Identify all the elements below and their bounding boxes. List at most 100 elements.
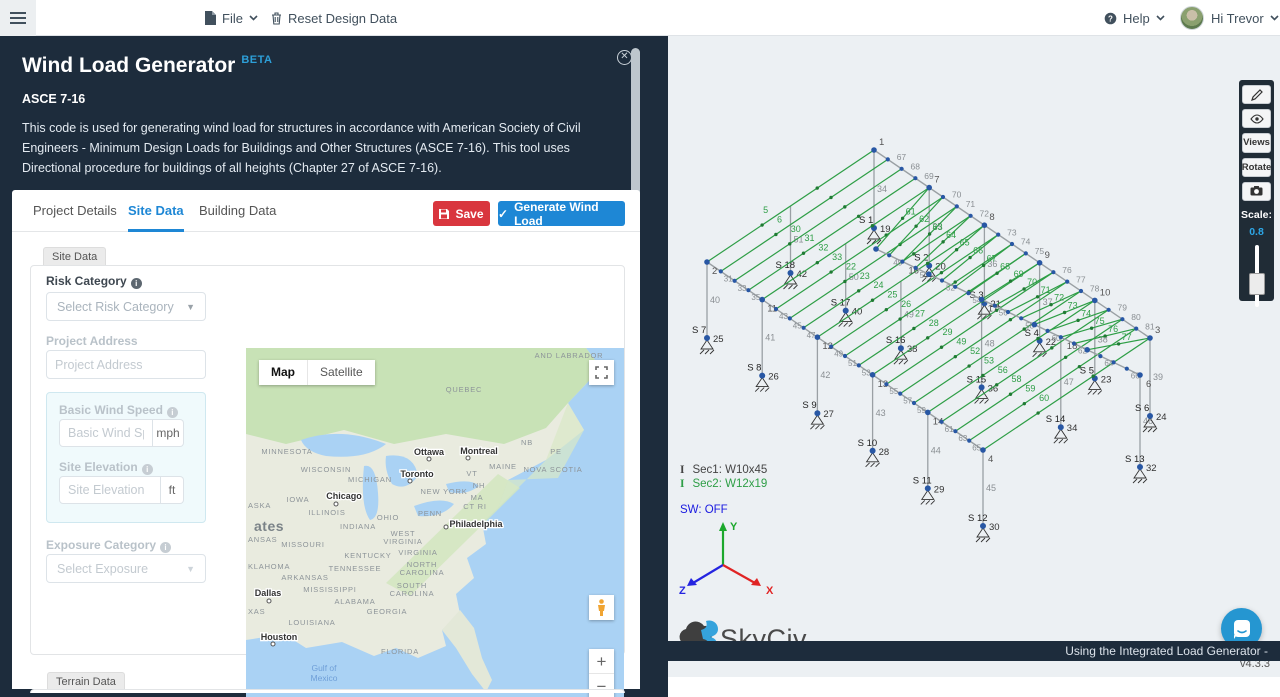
svg-text:S 6: S 6 xyxy=(1135,403,1149,414)
svg-text:68: 68 xyxy=(1000,261,1010,271)
scale-slider-thumb[interactable] xyxy=(1248,272,1265,295)
svg-text:VIRGINIA: VIRGINIA xyxy=(398,548,437,557)
reset-design-data-button[interactable]: Reset Design Data xyxy=(271,0,397,36)
svg-text:Gulf of: Gulf of xyxy=(311,663,337,673)
svg-text:36: 36 xyxy=(987,259,997,269)
svg-text:76: 76 xyxy=(1108,324,1118,334)
map-type-satellite-button[interactable]: Satellite xyxy=(307,360,375,385)
info-icon[interactable]: i xyxy=(141,464,153,475)
tab-site-data[interactable]: Site Data xyxy=(128,190,184,232)
user-menu[interactable]: Hi Trevor xyxy=(1211,0,1279,36)
svg-text:Z: Z xyxy=(679,585,686,597)
site-elevation-input[interactable] xyxy=(59,476,161,504)
svg-text:GEORGIA: GEORGIA xyxy=(367,607,408,616)
tab-building-data[interactable]: Building Data xyxy=(199,203,277,218)
svg-text:ASKA: ASKA xyxy=(248,501,271,510)
hamburger-menu-button[interactable] xyxy=(0,0,36,36)
exposure-select[interactable]: Select Exposure ▼ xyxy=(46,554,206,583)
modal-scrollbar[interactable] xyxy=(631,48,640,298)
file-menu-label: File xyxy=(222,10,243,26)
svg-text:74: 74 xyxy=(1021,237,1031,247)
svg-text:14: 14 xyxy=(933,416,944,427)
svg-text:24: 24 xyxy=(874,280,884,290)
svg-text:77: 77 xyxy=(1076,274,1086,284)
svg-text:XAS: XAS xyxy=(248,607,265,616)
svg-text:81: 81 xyxy=(1145,321,1155,331)
scale-slider[interactable] xyxy=(1248,244,1265,307)
axes-triad: Y Z X xyxy=(679,521,774,597)
svg-text:3: 3 xyxy=(1155,325,1160,336)
rotate-button[interactable]: Rotate xyxy=(1242,157,1271,177)
check-icon: ✓ xyxy=(498,206,509,221)
svg-text:39: 39 xyxy=(1153,372,1163,382)
info-icon[interactable]: i xyxy=(166,407,178,418)
generate-wind-load-button[interactable]: ✓ Generate Wind Load xyxy=(498,200,625,228)
svg-text:76: 76 xyxy=(1062,265,1072,275)
svg-text:49: 49 xyxy=(904,310,914,320)
svg-text:50: 50 xyxy=(849,272,859,282)
svg-text:62: 62 xyxy=(919,214,929,224)
svg-text:Toronto: Toronto xyxy=(400,469,434,479)
svg-text:40: 40 xyxy=(710,295,720,305)
wind-speed-unit: mph xyxy=(153,419,184,447)
risk-category-label: Risk Category i xyxy=(46,274,142,289)
svg-text:8: 8 xyxy=(989,212,994,223)
svg-text:42: 42 xyxy=(820,370,830,380)
svg-text:18: 18 xyxy=(1067,341,1078,352)
project-address-input[interactable] xyxy=(46,350,206,379)
svg-text:S 10: S 10 xyxy=(858,438,878,449)
zoom-in-button[interactable]: + xyxy=(589,649,614,674)
svg-text:S 9: S 9 xyxy=(802,400,816,411)
svg-text:30: 30 xyxy=(989,522,1000,533)
info-icon[interactable]: i xyxy=(130,278,142,289)
svg-text:49: 49 xyxy=(956,337,966,347)
map-fullscreen-button[interactable] xyxy=(589,360,614,385)
svg-text:S 4: S 4 xyxy=(1025,328,1039,339)
exposure-category-label: Exposure Category i xyxy=(46,538,172,553)
screenshot-button[interactable] xyxy=(1242,181,1271,201)
chevron-down-icon xyxy=(249,15,258,21)
trash-icon xyxy=(272,11,281,25)
svg-text:NOVA SCOTIA: NOVA SCOTIA xyxy=(523,465,582,474)
help-menu[interactable]: ? Help xyxy=(1104,0,1165,36)
map-type-map-button[interactable]: Map xyxy=(271,365,295,379)
model-viewport[interactable]: 51S 184250S 174049S 163848S 153647S 1434… xyxy=(668,36,1280,677)
app-bar: File Reset Design Data ? Help Hi Trevor xyxy=(0,0,1280,36)
file-menu[interactable]: File xyxy=(205,0,258,36)
svg-text:1: 1 xyxy=(879,137,884,148)
svg-text:40: 40 xyxy=(852,307,863,318)
map-canvas: AND LABRADOR QUEBEC MINNESOTA WISCONSINMICH… xyxy=(246,348,624,697)
svg-text:78: 78 xyxy=(1090,284,1100,294)
svg-text:X: X xyxy=(766,585,774,597)
edit-tool-button[interactable] xyxy=(1242,85,1271,105)
camera-icon xyxy=(1250,186,1263,196)
modal-tabs: Project Details Site Data Building Data … xyxy=(12,190,640,232)
svg-text:29: 29 xyxy=(943,327,953,337)
street-view-pegman-button[interactable] xyxy=(589,595,614,620)
svg-text:69: 69 xyxy=(1014,269,1024,279)
svg-text:75: 75 xyxy=(1095,316,1105,326)
structure-canvas[interactable]: 51S 184250S 174049S 163848S 153647S 1434… xyxy=(668,36,1280,612)
svg-text:33: 33 xyxy=(832,252,842,262)
user-avatar[interactable] xyxy=(1180,6,1204,30)
svg-text:74: 74 xyxy=(1081,308,1091,318)
svg-text:KLAHOMA: KLAHOMA xyxy=(248,562,290,571)
svg-text:47: 47 xyxy=(1064,377,1074,387)
views-button[interactable]: Views xyxy=(1242,133,1271,153)
close-icon[interactable]: ✕ xyxy=(617,50,632,65)
fullscreen-icon xyxy=(595,366,608,379)
svg-text:CAROLINA: CAROLINA xyxy=(400,568,445,577)
basic-wind-speed-input[interactable] xyxy=(59,419,153,447)
zoom-out-button[interactable]: − xyxy=(596,677,607,696)
svg-text:62: 62 xyxy=(1078,347,1087,356)
info-icon[interactable]: i xyxy=(160,542,172,553)
risk-category-select[interactable]: Select Risk Category ▼ xyxy=(46,292,206,321)
tab-project-details[interactable]: Project Details xyxy=(33,203,117,218)
svg-text:VIRGINIA: VIRGINIA xyxy=(383,537,422,546)
save-button[interactable]: Save xyxy=(433,201,490,226)
google-map[interactable]: AND LABRADOR QUEBEC MINNESOTA WISCONSIN MICH… xyxy=(246,348,624,697)
save-button-label: Save xyxy=(455,206,484,221)
svg-text:Philadelphia: Philadelphia xyxy=(449,519,503,529)
visibility-tool-button[interactable] xyxy=(1242,109,1271,129)
svg-text:13: 13 xyxy=(878,379,889,390)
